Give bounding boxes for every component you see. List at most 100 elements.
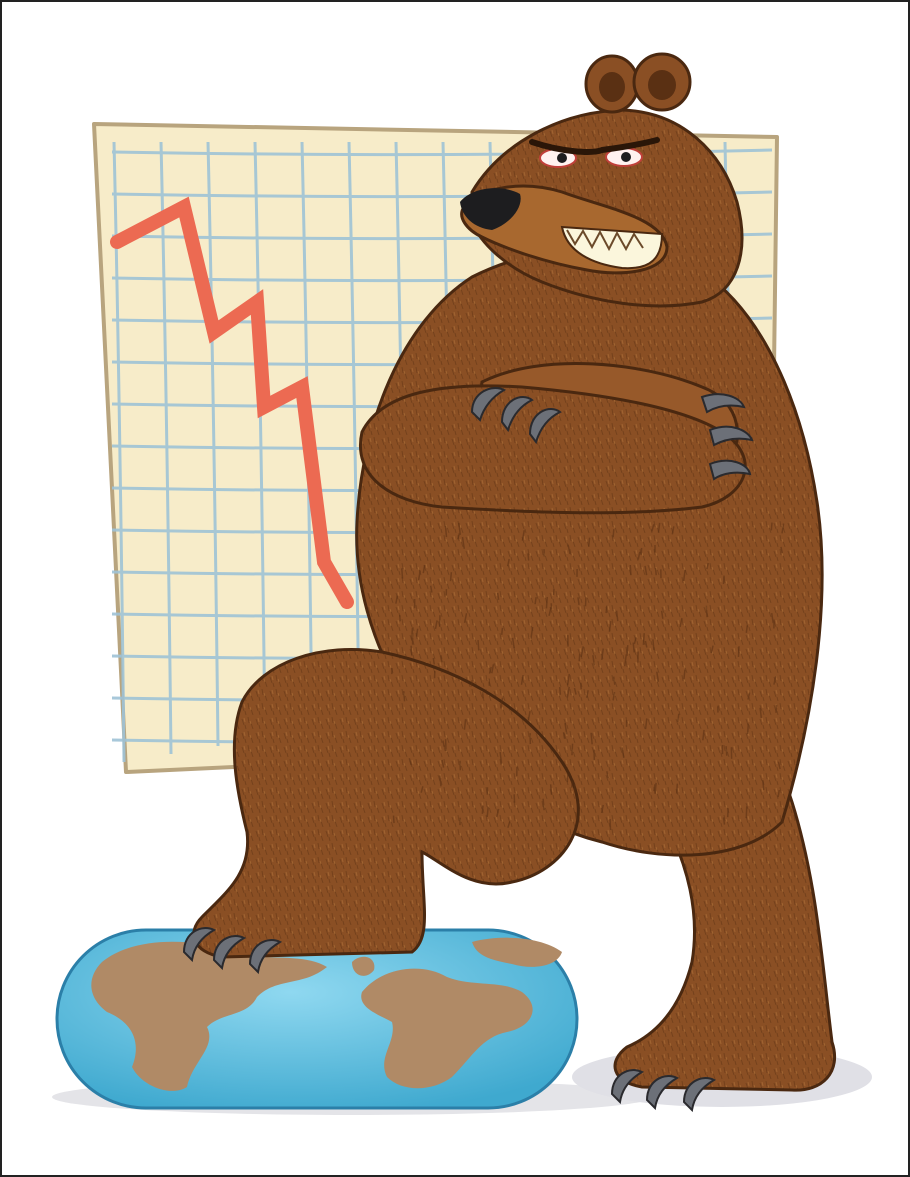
grid-line-vertical [347,141,361,723]
bear-brow [529,137,660,155]
fur-stroke [507,821,511,828]
fur-stroke [746,723,750,735]
fur-stroke [745,806,748,819]
fur-stroke [495,808,500,818]
fur-stroke [682,569,686,582]
continent-small-island [352,956,375,976]
fur-stroke [652,639,655,651]
fur-stroke [444,525,448,538]
fur-stroke [775,704,778,713]
fur-stroke [481,805,484,814]
fur-stroke [562,732,566,739]
bear-claws-arm-left [470,387,562,445]
fur-stroke [470,680,473,687]
fur-stroke [578,654,581,662]
fur-stroke [606,771,609,779]
fur-stroke [781,816,784,824]
fur-stroke [429,585,433,593]
falling-trend-line [110,196,354,609]
fur-stroke [486,806,489,817]
bear-claws-arm-right [700,393,754,481]
fur-stroke [780,546,784,554]
fur-stroke [623,654,628,667]
bear-ear-left-inner [599,72,625,102]
fur-stroke [577,597,580,606]
fur-stroke [651,524,655,532]
continent-europe-africa [361,968,533,1089]
fur-stroke [566,686,570,698]
fur-stroke [500,697,504,709]
fur-stroke [449,572,453,582]
bear-nose [460,188,521,230]
fur-stroke [615,610,619,622]
fur-stroke [564,723,568,735]
fur-stroke [679,617,683,628]
fur-stroke [677,713,680,723]
fur-stroke [477,640,480,651]
fur-stroke [392,815,395,824]
bear-raised-leg [192,647,580,959]
fur-stroke [644,640,648,648]
grid-line-vertical [206,141,220,747]
fur-stroke [432,657,436,665]
fur-stroke [422,565,426,574]
fur-stroke [442,740,446,747]
bear-claws-foot-raised [182,927,283,975]
fur-stroke [458,522,462,535]
bear-ear-right-inner [648,70,676,100]
fur-stroke [722,575,725,585]
fur-stroke [401,568,404,579]
bear-claws-foot-standing [610,1069,717,1113]
fur-stroke [600,804,604,814]
fur-stroke [702,729,705,741]
fur-stroke [657,522,661,533]
fur-stroke [511,637,515,649]
fur-stroke [644,565,648,576]
fur-stroke [654,568,657,576]
fur-stroke [761,780,765,790]
grid-line-vertical [253,141,267,739]
fur-stroke [534,597,537,605]
continent-asia [472,937,562,967]
fur-stroke [683,669,686,680]
fur-stroke [398,614,401,622]
fur-stroke [403,691,406,702]
fur-stroke [579,682,582,690]
fur-stroke [626,645,629,657]
fur-stroke [439,775,442,787]
fur-stroke [566,673,571,686]
fur-stroke [491,664,495,674]
fur-stroke [408,758,412,766]
fur-stroke [395,595,399,604]
fur-stroke [710,645,714,654]
fur-stroke [521,530,525,541]
fur-stroke [420,786,424,793]
fur-stroke [608,621,612,632]
fur-stroke [530,626,534,639]
fur-stroke [725,746,728,756]
fur-stroke [777,789,780,798]
fur-stroke [642,633,645,645]
fur-stroke [773,676,777,685]
fur-stroke [705,605,708,618]
fur-stroke [415,628,419,637]
fur-stroke [585,690,589,698]
fur-stroke [629,564,632,576]
fur-stroke [770,612,774,624]
fur-stroke [653,784,656,792]
fur-stroke [609,818,612,831]
fur-stroke [496,592,500,600]
fur-stroke [759,707,763,719]
fur-stroke [411,627,414,640]
fur-stroke [558,687,562,695]
fur-stroke [548,606,552,617]
fur-stroke [592,655,596,666]
bear [182,52,837,1113]
fur-stroke [722,817,726,825]
fur-stroke [573,687,577,695]
fur-stroke [654,782,657,794]
fur-stroke [675,783,679,794]
fur-stroke [777,761,781,770]
fur-stroke [601,648,604,660]
